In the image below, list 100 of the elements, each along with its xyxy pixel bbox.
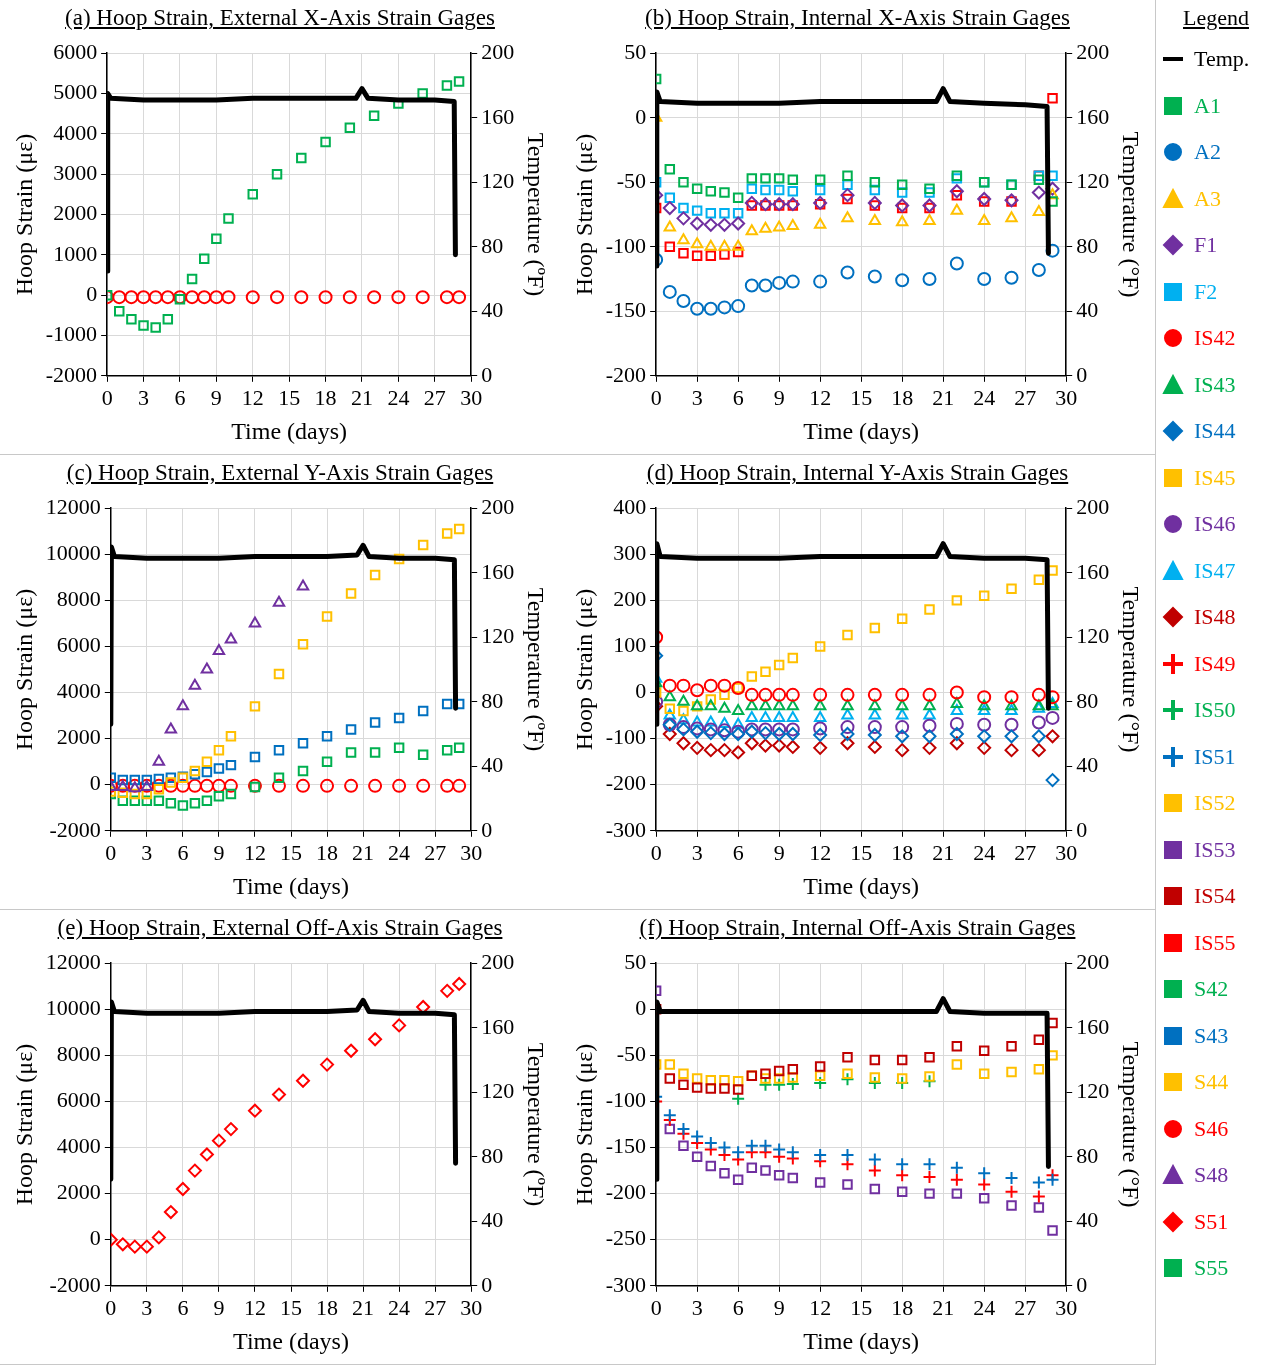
x-tick-label: 27 <box>1014 384 1037 410</box>
y-tick-label: 2000 <box>56 1179 101 1205</box>
y2-tick-label: 80 <box>481 687 504 713</box>
y-tick-label: -2000 <box>49 816 101 842</box>
x-tick-label: 6 <box>732 1294 744 1320</box>
y-tick-label: -250 <box>605 1225 647 1251</box>
y2-axis-title: Temperature (°F) <box>1118 586 1145 753</box>
x-tick-label: 3 <box>691 384 703 410</box>
y-tick-label: 8000 <box>56 586 101 612</box>
chart-title: (f) Hoop Strain, Internal Off-Axis Strain Gages <box>639 914 1076 942</box>
text: IS55 <box>1194 929 1236 956</box>
legend-label: Temp. <box>1194 46 1250 73</box>
legend-label: S48 <box>1194 1162 1229 1189</box>
text: IS52 <box>1194 790 1236 817</box>
y-axis-title: Hoop Strain (με) <box>10 588 37 751</box>
y2-tick-label: 40 <box>481 1207 504 1233</box>
x-tick-label: 12 <box>809 1294 832 1320</box>
legend-label: A3 <box>1194 185 1221 212</box>
chart-title: (d) Hoop Strain, Internal Y-Axis Strain Gages <box>646 459 1069 487</box>
x-tick-label: 15 <box>278 384 301 410</box>
legend-label: IS47 <box>1194 557 1236 584</box>
x-tick-label: 18 <box>891 384 914 410</box>
legend-label: IS48 <box>1194 604 1236 631</box>
x-tick-label: 30 <box>460 839 483 865</box>
legend-title: Legend <box>1182 4 1250 32</box>
y-tick-label: 50 <box>624 948 647 974</box>
x-tick-label: 27 <box>424 839 447 865</box>
x-tick-label: 30 <box>460 1294 483 1320</box>
text: IS44 <box>1194 418 1236 445</box>
text: IS53 <box>1194 836 1236 863</box>
y-tick-label: 4000 <box>56 1133 101 1159</box>
y2-tick-label: 160 <box>1076 1013 1110 1039</box>
y-tick-label: 6000 <box>56 632 101 658</box>
legend-label: A2 <box>1194 139 1221 166</box>
legend-label: IS54 <box>1194 883 1236 910</box>
text: S42 <box>1194 976 1229 1003</box>
y2-tick-label: 200 <box>481 38 515 64</box>
x-tick-label: 18 <box>316 839 339 865</box>
y2-tick-label: 160 <box>1076 103 1110 129</box>
y-axis-title: Hoop Strain (με) <box>570 133 597 296</box>
y2-tick-label: 120 <box>481 168 515 194</box>
y2-tick-label: 0 <box>1076 361 1088 387</box>
x-tick-label: 24 <box>388 839 411 865</box>
y2-tick-label: 200 <box>481 948 515 974</box>
y-tick-label: 100 <box>613 632 647 658</box>
y-tick-label: 10000 <box>45 540 101 566</box>
x-tick-label: 21 <box>350 384 373 410</box>
x-tick-label: 27 <box>423 384 446 410</box>
y2-tick-label: 80 <box>1076 232 1099 258</box>
y-tick-label: 0 <box>89 770 101 796</box>
x-tick-label: 30 <box>1055 384 1078 410</box>
x-axis-title: Time (days) <box>233 872 349 899</box>
x-tick-label: 24 <box>388 1294 411 1320</box>
y2-axis-title: Temperature (ºF) <box>523 132 550 297</box>
x-tick-label: 15 <box>280 839 302 865</box>
y2-tick-label: 40 <box>1076 752 1099 778</box>
y2-tick-label: 40 <box>1076 297 1099 323</box>
legend-label: S43 <box>1194 1022 1229 1049</box>
x-axis-title: Time (days) <box>231 417 348 444</box>
x-tick-label: 30 <box>1055 1294 1078 1320</box>
x-tick-label: 6 <box>177 1294 189 1320</box>
x-tick-label: 0 <box>105 839 117 865</box>
y2-tick-label: 80 <box>481 232 504 258</box>
y2-tick-label: 160 <box>481 1013 515 1039</box>
y-tick-label: 0 <box>635 103 647 129</box>
y-tick-label: -50 <box>616 1041 647 1067</box>
text: IS42 <box>1194 325 1236 352</box>
x-tick-label: 30 <box>460 384 483 410</box>
y2-tick-label: 40 <box>481 297 504 323</box>
y-tick-label: 300 <box>613 540 647 566</box>
y-tick-label: 12000 <box>45 948 101 974</box>
x-tick-label: 27 <box>1014 1294 1037 1320</box>
y2-tick-label: 160 <box>1076 558 1110 584</box>
y2-tick-label: 200 <box>1076 38 1110 64</box>
x-tick-label: 18 <box>891 839 914 865</box>
legend-label: F1 <box>1194 232 1218 259</box>
x-tick-label: 12 <box>809 839 832 865</box>
y-tick-label: -150 <box>605 297 647 323</box>
x-tick-label: 12 <box>241 384 264 410</box>
legend-label: S44 <box>1194 1069 1229 1096</box>
y-tick-label: -200 <box>605 361 647 387</box>
text: IS45 <box>1194 464 1236 491</box>
y2-tick-label: 200 <box>1076 493 1110 519</box>
x-tick-label: 15 <box>280 1294 302 1320</box>
y-tick-label: -2000 <box>49 1271 101 1297</box>
x-tick-label: 21 <box>352 839 375 865</box>
y-tick-label: 4000 <box>53 119 98 145</box>
y-tick-label: 6000 <box>53 38 98 64</box>
y2-tick-label: 120 <box>481 623 515 649</box>
chart-title: (a) Hoop Strain, External X-Axis Strain Gages <box>65 4 495 32</box>
y2-tick-label: 40 <box>1076 1207 1099 1233</box>
x-tick-label: 21 <box>932 1294 955 1320</box>
y-axis-title: Hoop Strain (με) <box>10 1043 37 1206</box>
x-tick-label: 21 <box>932 384 955 410</box>
x-tick-label: 0 <box>105 1294 117 1320</box>
x-tick-label: 9 <box>773 384 785 410</box>
y-tick-label: -300 <box>605 816 647 842</box>
y-tick-label: 2000 <box>53 200 98 226</box>
x-tick-label: 21 <box>932 839 955 865</box>
y-tick-label: -100 <box>605 724 647 750</box>
